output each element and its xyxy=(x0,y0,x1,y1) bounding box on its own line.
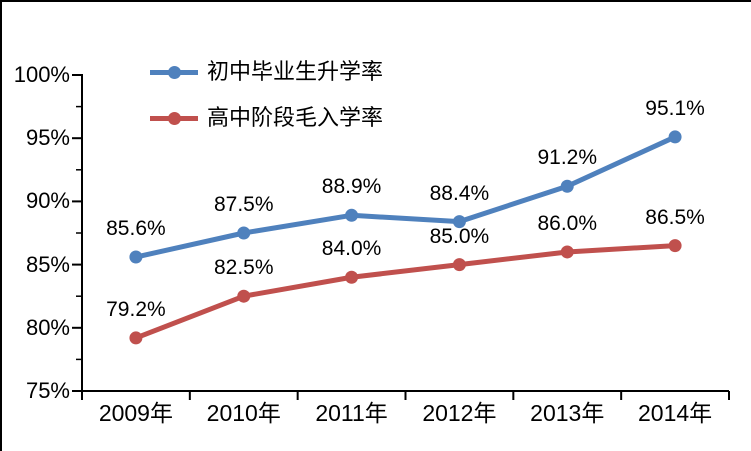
data-point-marker xyxy=(452,215,466,229)
x-axis-label: 2014年 xyxy=(637,400,713,426)
data-point-label: 87.5% xyxy=(213,193,274,216)
data-point-label: 85.6% xyxy=(106,217,166,241)
line-marker-icon xyxy=(150,104,198,132)
legend: 初中毕业生升学率 高中阶段毛入学率 xyxy=(150,58,383,132)
data-point-label: 86.5% xyxy=(645,205,705,229)
data-point-marker xyxy=(129,250,143,264)
data-point-marker xyxy=(237,226,251,240)
data-point-marker xyxy=(560,245,574,259)
x-axis-label: 2010年 xyxy=(206,400,281,426)
y-axis-label: 80% xyxy=(25,314,70,340)
data-point-marker xyxy=(452,258,466,272)
line-marker-icon xyxy=(150,58,198,86)
data-point-label: 79.2% xyxy=(106,297,166,321)
data-point-marker xyxy=(345,208,359,222)
x-axis-label: 2011年 xyxy=(315,400,388,426)
data-point-label: 88.4% xyxy=(429,181,490,205)
data-point-label: 95.1% xyxy=(645,96,705,120)
x-axis-label: 2009年 xyxy=(98,400,173,426)
data-point-marker xyxy=(668,239,682,253)
y-axis-label: 95% xyxy=(25,125,70,151)
data-point-marker xyxy=(345,270,359,284)
series-line-2 xyxy=(133,243,678,341)
data-point-marker xyxy=(668,130,682,144)
legend-label-series-1: 初中毕业生升学率 xyxy=(207,59,384,84)
data-point-label: 91.2% xyxy=(537,146,598,170)
y-axis-label: 85% xyxy=(25,251,70,277)
x-axis-label: 2012年 xyxy=(422,400,497,426)
data-point-label: 84.0% xyxy=(321,237,382,261)
data-point-marker xyxy=(129,331,143,345)
data-point-marker xyxy=(237,289,251,303)
y-axis-label: 75% xyxy=(25,378,70,403)
data-point-label: 85.0% xyxy=(429,224,490,248)
data-point-marker xyxy=(560,179,574,193)
data-point-label: 82.5% xyxy=(213,256,274,280)
y-axis-label: 100% xyxy=(13,62,70,87)
legend-item-series-1: 初中毕业生升学率 xyxy=(150,58,383,86)
x-axis-label: 2013年 xyxy=(530,400,605,426)
legend-dot-blue xyxy=(168,66,181,79)
legend-label-series-2: 高中阶段毛入学率 xyxy=(207,105,384,130)
data-point-label: 86.0% xyxy=(537,211,598,235)
data-point-label: 88.9% xyxy=(321,175,382,199)
y-axis-label: 90% xyxy=(25,188,70,214)
legend-item-series-2: 高中阶段毛入学率 xyxy=(150,104,383,132)
series-line-1 xyxy=(133,134,678,260)
legend-dot-red xyxy=(168,112,181,125)
